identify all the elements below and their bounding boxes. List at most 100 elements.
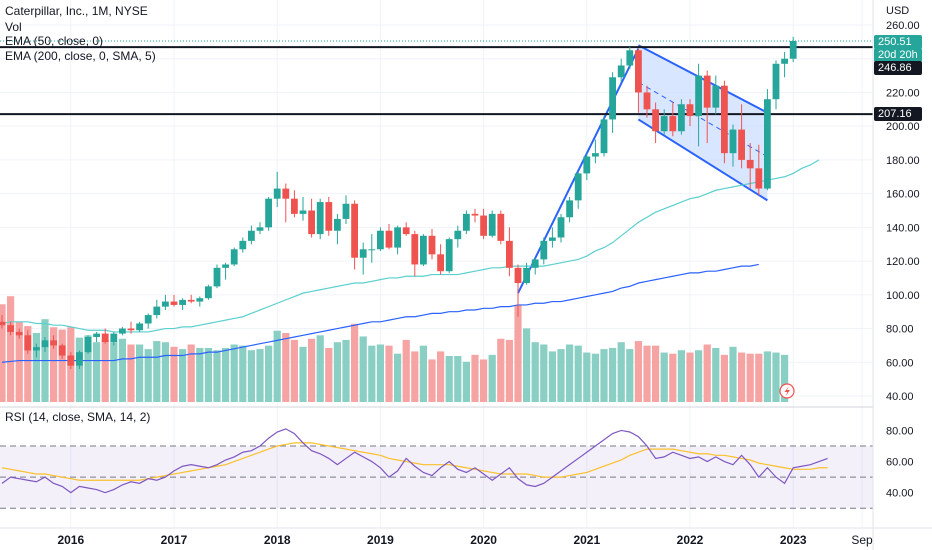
candle-body: [265, 198, 272, 228]
volume-bar: [488, 354, 496, 402]
volume-bar: [755, 353, 763, 402]
candle-body: [15, 331, 23, 336]
candle-body: [110, 333, 118, 343]
rsi-pane: [0, 428, 873, 509]
channel-fill[interactable]: [638, 45, 768, 201]
candle-body: [394, 227, 401, 248]
volume-bar: [402, 339, 410, 402]
price-tick-label: 60.00: [886, 357, 914, 369]
volume-bar: [445, 356, 453, 402]
candle-body: [67, 355, 75, 366]
candle-body: [359, 249, 367, 258]
candle-body: [703, 75, 711, 108]
candle-body: [566, 200, 573, 218]
volume-bar: [643, 345, 651, 402]
chart-title[interactable]: Caterpillar, Inc., 1M, NYSE: [5, 4, 148, 18]
time-tick-label: 2019: [367, 533, 394, 547]
candle-body: [678, 104, 685, 132]
candle-body: [351, 203, 358, 258]
ema200-line: [1, 263, 759, 363]
price-tick-label: 80.00: [886, 324, 914, 336]
candle-body: [635, 50, 642, 93]
candle-body: [626, 50, 634, 66]
volume-bar: [93, 342, 101, 402]
volume-bar: [170, 346, 178, 402]
volume-bar: [695, 350, 703, 402]
volume-bar: [454, 356, 462, 402]
level-low-tag: 207.16: [874, 107, 922, 121]
volume-bar: [583, 352, 591, 402]
volume-bar: [703, 344, 711, 402]
candle-body: [93, 333, 100, 337]
candle-body: [230, 249, 238, 265]
ema50-legend[interactable]: EMA (50, close, 0): [5, 34, 104, 48]
candle-body: [162, 301, 169, 307]
time-tick-label: 2018: [264, 533, 291, 547]
price-tick-label: 160.00: [886, 189, 920, 201]
volume-bar: [677, 350, 685, 402]
volume-bar: [591, 353, 599, 402]
volume-bar: [763, 351, 771, 402]
candle-body: [506, 240, 513, 268]
volume-bar: [325, 347, 333, 402]
rsi-line: [1, 428, 828, 494]
lightning-icon[interactable]: [779, 383, 795, 399]
candle-body: [205, 286, 212, 299]
volume-bar: [617, 342, 625, 402]
candle-body: [549, 237, 556, 241]
candle-body: [428, 235, 436, 255]
vol-legend[interactable]: Vol: [5, 20, 22, 34]
volume-bar: [523, 328, 531, 402]
volume-bar: [0, 304, 6, 402]
volume-bar: [729, 346, 737, 402]
uptrend-line[interactable]: [517, 48, 640, 294]
candle-body: [729, 129, 737, 154]
channel-lower-line[interactable]: [637, 118, 768, 202]
channel-drawing[interactable]: [517, 44, 768, 294]
candle-body: [488, 213, 496, 236]
candle-body: [377, 230, 384, 250]
candle-body: [385, 230, 393, 248]
volume-bar: [437, 351, 445, 402]
candle-body: [514, 267, 522, 284]
volume-bar: [471, 354, 479, 402]
candle-body: [420, 235, 427, 265]
volume-bar: [265, 345, 273, 402]
ema200-legend[interactable]: EMA (200, close, 0, SMA, 5): [5, 49, 156, 63]
volume-bar: [660, 352, 668, 402]
volume-bar: [419, 345, 427, 402]
volume-bar: [7, 296, 15, 402]
candle-body: [609, 77, 616, 120]
candle-body: [213, 267, 221, 287]
volume-bar: [273, 330, 281, 402]
volume-bar: [101, 339, 109, 402]
candle-body: [480, 215, 487, 236]
candle-body: [592, 153, 599, 157]
volume-bar: [342, 339, 350, 402]
ema-lines: [1, 159, 820, 363]
candle-body: [695, 75, 702, 117]
rsi-tick-label: 40.00: [886, 488, 914, 500]
volume-bar: [179, 349, 187, 402]
time-tick-label: 2020: [470, 533, 497, 547]
volume-bar: [50, 327, 58, 402]
volume-bar: [153, 341, 161, 402]
countdown-tag: 20d 20h: [874, 48, 922, 62]
candle-body: [127, 328, 135, 331]
candle-body: [316, 202, 324, 235]
candle-body: [540, 240, 548, 260]
candle-body: [574, 173, 582, 201]
volume-bar: [84, 335, 92, 402]
candle-body: [7, 325, 14, 332]
volume-bar: [282, 333, 290, 402]
volume-bar: [781, 354, 789, 402]
rsi-legend[interactable]: RSI (14, close, SMA, 14, 2): [5, 410, 151, 424]
price-tick-label: 120.00: [886, 256, 920, 268]
candle-body: [454, 230, 462, 240]
volume-bar: [32, 333, 40, 402]
candle-body: [669, 116, 677, 132]
volume-bar: [411, 351, 419, 402]
channel-mid-line[interactable]: [638, 81, 768, 157]
channel-upper-line[interactable]: [637, 44, 768, 114]
